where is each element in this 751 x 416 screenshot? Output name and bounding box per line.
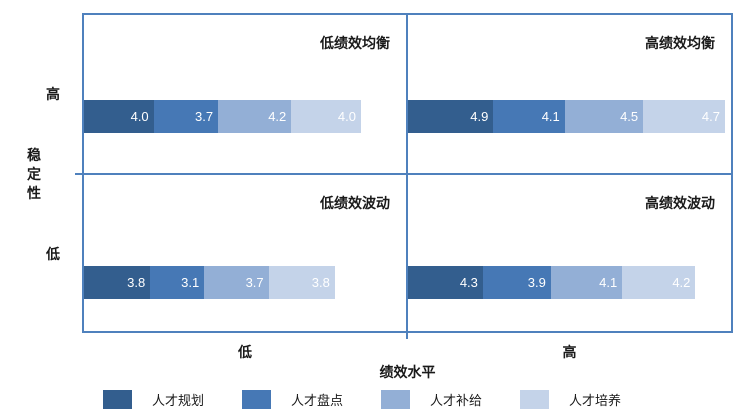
quadrant-title-top-left: 低绩效均衡 xyxy=(320,35,390,51)
bar-value-label: 4.0 xyxy=(337,109,356,124)
legend-swatch xyxy=(381,390,410,409)
bar-value-label: 3.8 xyxy=(311,275,330,290)
x-axis-category-low: 低 xyxy=(238,344,252,360)
bar-segment-人才培养: 3.8 xyxy=(268,266,335,299)
plot-area: 低绩效均衡 高绩效均衡 低绩效波动 高绩效波动 4.0 3.7 4.2 4.0 4.9… xyxy=(82,13,733,333)
legend-swatch xyxy=(103,390,132,409)
legend-label: 人才规划 xyxy=(152,393,205,408)
y-axis-category-high: 高 xyxy=(46,86,60,102)
bar-segment-人才培养: 4.2 xyxy=(622,266,696,299)
legend-item: 人才盘点 xyxy=(242,390,381,409)
bar-value-label: 4.3 xyxy=(459,275,478,290)
bar-value-label: 4.1 xyxy=(541,109,560,124)
bar-segment-人才规划: 3.8 xyxy=(84,266,151,299)
legend-item: 人才培养 xyxy=(520,390,659,409)
stacked-bar-top-right: 4.9 4.1 4.5 4.7 xyxy=(408,100,725,133)
bar-segment-人才补给: 4.5 xyxy=(564,100,644,133)
bar-value-label: 3.7 xyxy=(195,109,214,124)
quadrant-title-top-right: 高绩效均衡 xyxy=(645,35,715,51)
bar-segment-人才补给: 4.1 xyxy=(550,266,623,299)
x-axis-title: 绩效水平 xyxy=(379,364,436,380)
stacked-bar-bottom-left: 3.8 3.1 3.7 3.8 xyxy=(84,266,335,299)
bar-value-label: 4.5 xyxy=(620,109,639,124)
y-axis-category-low: 低 xyxy=(46,246,60,262)
bar-segment-人才规划: 4.0 xyxy=(84,100,154,133)
bar-value-label: 3.1 xyxy=(181,275,200,290)
bar-segment-人才盘点: 3.9 xyxy=(482,266,551,299)
bar-segment-人才盘点: 3.1 xyxy=(150,266,205,299)
bar-segment-人才规划: 4.9 xyxy=(408,100,494,133)
y-axis-tick xyxy=(75,173,82,175)
horizontal-divider xyxy=(84,173,731,175)
bar-value-label: 4.1 xyxy=(599,275,618,290)
bar-value-label: 3.7 xyxy=(245,275,264,290)
legend-item: 人才补给 xyxy=(381,390,520,409)
legend-label: 人才补给 xyxy=(430,393,483,408)
bar-segment-人才补给: 3.7 xyxy=(204,266,269,299)
bar-segment-人才培养: 4.7 xyxy=(643,100,725,133)
bar-segment-人才补给: 4.2 xyxy=(218,100,292,133)
bar-value-label: 4.7 xyxy=(701,109,720,124)
quadrant-title-bottom-left: 低绩效波动 xyxy=(320,195,390,211)
x-axis-category-high: 高 xyxy=(562,344,577,360)
legend-swatch xyxy=(242,390,271,409)
stacked-bar-bottom-right: 4.3 3.9 4.1 4.2 xyxy=(408,266,696,299)
legend-swatch xyxy=(520,390,549,409)
bar-segment-人才培养: 4.0 xyxy=(291,100,361,133)
x-axis-tick xyxy=(406,333,408,339)
y-axis-title: 稳定性 xyxy=(27,147,41,201)
bar-segment-人才规划: 4.3 xyxy=(408,266,483,299)
bar-value-label: 4.2 xyxy=(672,275,691,290)
bar-segment-人才盘点: 3.7 xyxy=(153,100,219,133)
bar-segment-人才盘点: 4.1 xyxy=(493,100,565,133)
legend-item: 人才规划 xyxy=(103,390,242,409)
bar-value-label: 3.8 xyxy=(127,275,146,290)
legend: 人才规划 人才盘点 人才补给 人才培养 xyxy=(103,390,659,409)
legend-label: 人才培养 xyxy=(569,393,622,408)
legend-label: 人才盘点 xyxy=(291,393,344,408)
bar-value-label: 4.0 xyxy=(130,109,149,124)
stacked-bar-top-left: 4.0 3.7 4.2 4.0 xyxy=(84,100,361,133)
bar-value-label: 4.9 xyxy=(470,109,489,124)
quadrant-title-bottom-right: 高绩效波动 xyxy=(645,195,715,211)
bar-value-label: 4.2 xyxy=(268,109,287,124)
bar-value-label: 3.9 xyxy=(527,275,546,290)
